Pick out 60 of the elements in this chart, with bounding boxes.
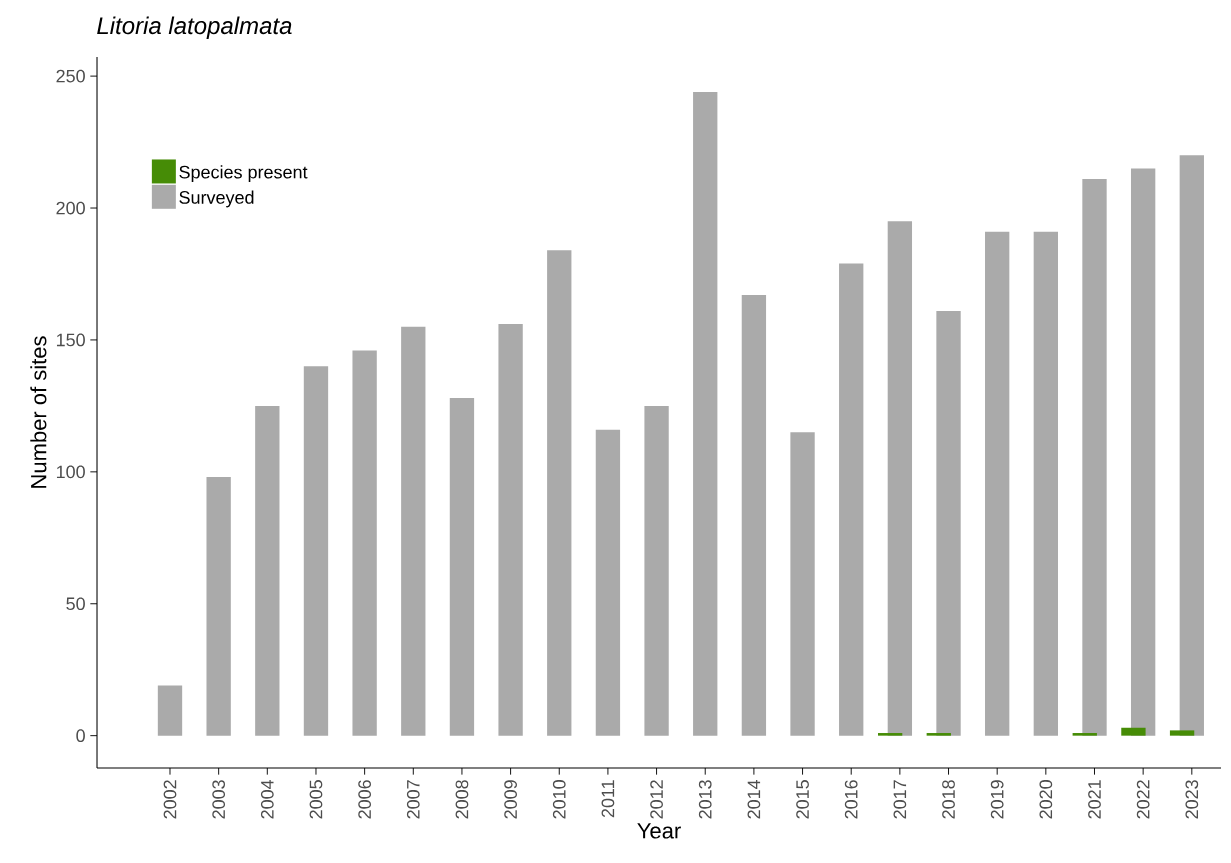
legend-label: Surveyed xyxy=(179,190,254,208)
x-tick-label: 2007 xyxy=(406,780,420,819)
bar xyxy=(741,295,767,736)
bar xyxy=(877,733,903,736)
bar xyxy=(839,263,864,736)
bar xyxy=(547,250,572,736)
bar xyxy=(926,733,951,736)
bar xyxy=(449,397,475,736)
y-tick-label: 250 xyxy=(56,69,85,83)
chart-title: Litoria latopalmata xyxy=(97,16,292,39)
x-tick-label: 2020 xyxy=(1039,780,1053,819)
y-axis-title: Number of sites xyxy=(30,336,47,488)
x-tick-label: 2014 xyxy=(747,779,761,819)
legend-label: Species present xyxy=(179,165,308,183)
bar xyxy=(1072,733,1097,736)
x-tick-label: 2015 xyxy=(796,780,809,819)
bar xyxy=(887,221,913,736)
y-tick-label: 50 xyxy=(66,597,85,611)
y-tick-label: 200 xyxy=(56,201,85,215)
x-tick-label: 2018 xyxy=(942,780,955,819)
bar xyxy=(936,310,961,736)
bar xyxy=(498,324,523,736)
bar xyxy=(1130,168,1156,736)
bar xyxy=(255,405,280,736)
bar xyxy=(644,405,669,736)
y-tick-label: 100 xyxy=(56,465,85,479)
bar xyxy=(1121,727,1146,736)
x-tick-label: 2010 xyxy=(552,780,566,819)
x-tick-label: 2021 xyxy=(1088,780,1101,819)
y-tick-label: 0 xyxy=(76,729,85,743)
bar xyxy=(1179,155,1204,736)
bar xyxy=(693,91,718,736)
bar xyxy=(401,326,426,736)
x-tick-label: 2011 xyxy=(601,780,615,818)
x-tick-label: 2016 xyxy=(844,780,858,819)
x-tick-label: 2017 xyxy=(893,780,907,819)
bar xyxy=(1169,730,1195,736)
x-tick-label: 2008 xyxy=(455,780,469,819)
bar xyxy=(985,231,1010,736)
bar xyxy=(1082,179,1107,736)
x-axis-title: Year xyxy=(637,823,681,839)
y-tick-label: 150 xyxy=(56,333,85,347)
x-tick-label: 2003 xyxy=(212,780,226,819)
bar xyxy=(790,432,815,736)
x-tick-label: 2019 xyxy=(990,780,1004,819)
x-tick-label: 2009 xyxy=(504,780,517,819)
bar xyxy=(1033,231,1058,736)
bar xyxy=(303,366,329,736)
x-tick-label: 2002 xyxy=(163,780,177,819)
x-tick-label: 2006 xyxy=(358,780,371,819)
x-tick-label: 2022 xyxy=(1136,780,1150,819)
bar xyxy=(352,350,377,736)
bar xyxy=(157,685,183,736)
x-tick-label: 2013 xyxy=(698,780,712,819)
x-tick-label: 2012 xyxy=(650,780,663,819)
x-tick-label: 2004 xyxy=(260,779,274,819)
bar xyxy=(595,429,621,736)
x-tick-label: 2005 xyxy=(309,780,323,819)
bar xyxy=(206,477,231,736)
x-tick-label: 2023 xyxy=(1185,780,1199,819)
